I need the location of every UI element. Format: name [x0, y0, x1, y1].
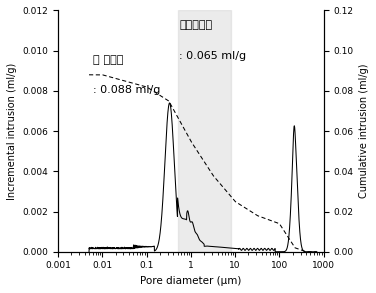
Text: : 0.065 ml/g: : 0.065 ml/g [179, 51, 247, 61]
Text: : 0.088 ml/g: : 0.088 ml/g [92, 85, 160, 95]
Y-axis label: Cumulative intrusion (ml/g): Cumulative intrusion (ml/g) [359, 64, 369, 198]
Text: 열 공극량: 열 공극량 [92, 55, 123, 65]
Text: 모세관공극: 모세관공극 [179, 21, 212, 30]
X-axis label: Pore diameter (μm): Pore diameter (μm) [140, 276, 241, 286]
Bar [177, 11, 231, 252]
Y-axis label: Incremental intrusion (ml/g): Incremental intrusion (ml/g) [7, 62, 17, 200]
